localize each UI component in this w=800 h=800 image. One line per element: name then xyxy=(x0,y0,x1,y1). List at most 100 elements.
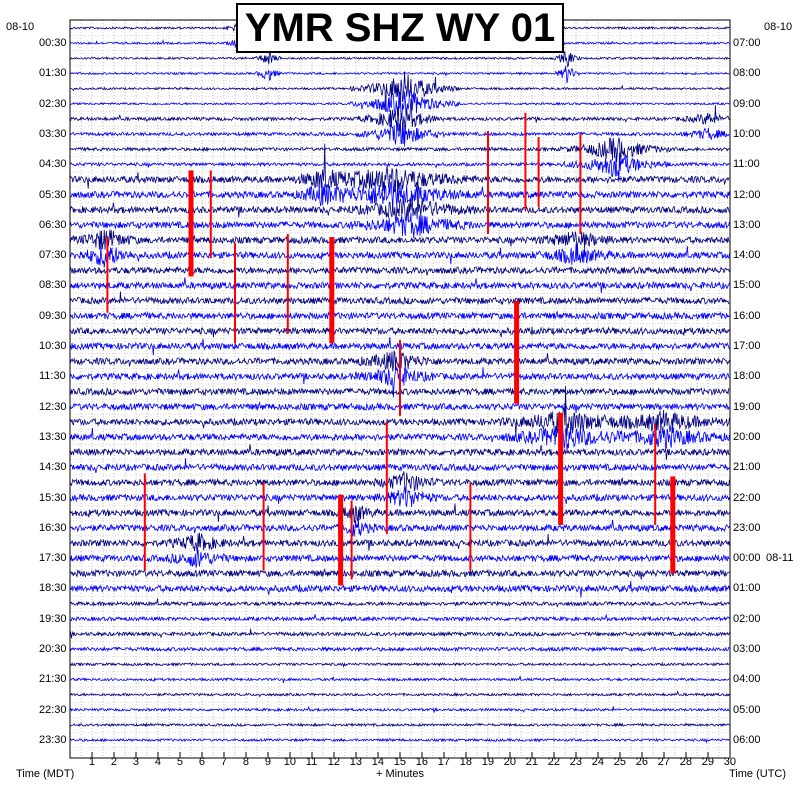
clip-marker xyxy=(524,112,527,210)
clip-marker xyxy=(143,473,146,571)
right-time-label: 20:00 xyxy=(733,430,761,443)
x-tick-label: 5 xyxy=(176,756,184,768)
trace-line xyxy=(69,503,730,523)
right-time-label: 06:00 xyxy=(733,733,761,746)
left-time-label: 09:30 xyxy=(39,309,67,322)
x-tick-label: 8 xyxy=(242,756,250,768)
x-tick-label: 7 xyxy=(220,756,228,768)
left-time-label: 17:30 xyxy=(39,552,67,565)
x-tick-label: 3 xyxy=(132,756,140,768)
left-time-label: 13:30 xyxy=(39,430,67,443)
clip-marker xyxy=(106,237,109,313)
x-tick-label: 25 xyxy=(613,756,627,768)
x-tick-label: 20 xyxy=(503,756,517,768)
x-tick-label: 29 xyxy=(701,756,715,768)
left-time-label: 01:30 xyxy=(39,67,67,80)
right-time-label: 05:00 xyxy=(733,703,761,716)
trace-line xyxy=(69,310,730,321)
trace-line xyxy=(69,229,730,252)
right-time-label: 14:00 xyxy=(733,249,761,262)
x-tick-label: 10 xyxy=(283,756,297,768)
x-tick-label: 16 xyxy=(415,756,429,768)
left-time-label: 23:30 xyxy=(39,733,67,746)
trace-line xyxy=(69,277,730,294)
trace-line xyxy=(69,518,730,537)
left-time-label: 02:30 xyxy=(39,97,67,110)
left-time-label: 18:30 xyxy=(39,582,67,595)
right-date-label: 08-10 xyxy=(764,21,793,33)
trace-line xyxy=(69,645,730,653)
right-time-label: 02:00 xyxy=(733,612,761,625)
left-time-label: 00:30 xyxy=(39,37,67,49)
left-time-label: 10:30 xyxy=(39,340,67,352)
x-tick-label: 27 xyxy=(657,756,671,768)
plot-grid xyxy=(70,20,730,758)
x-tick-label: 1 xyxy=(88,756,96,768)
trace-line xyxy=(69,71,730,112)
trace-line xyxy=(69,581,730,598)
right-time-label: 09:00 xyxy=(733,97,761,110)
x-tick-label: 22 xyxy=(547,756,561,768)
trace-line xyxy=(69,458,730,474)
trace-line xyxy=(69,532,730,555)
trace-line xyxy=(69,598,730,608)
trace-line xyxy=(69,423,730,452)
left-time-label: 07:30 xyxy=(39,249,67,262)
trace-line xyxy=(69,722,730,728)
clip-marker xyxy=(234,243,236,344)
right-time-label: 16:00 xyxy=(733,309,761,322)
left-time-label: 20:30 xyxy=(39,643,67,655)
right-time-label: 19:00 xyxy=(733,400,761,413)
left-time-label: 04:30 xyxy=(39,158,67,171)
trace-line xyxy=(69,661,730,669)
clip-marker xyxy=(654,424,657,525)
right-time-label: 07:00 xyxy=(733,37,761,49)
next-day-date-label: 08-11 xyxy=(766,552,794,565)
clip-marker xyxy=(399,340,401,416)
trace-line xyxy=(69,152,730,182)
trace-line xyxy=(69,137,730,163)
trace-line xyxy=(69,175,730,223)
trace-line xyxy=(69,613,730,623)
trace-line xyxy=(69,66,730,84)
trace-line xyxy=(69,291,730,306)
right-time-label: 10:00 xyxy=(733,127,761,140)
right-time-label: 18:00 xyxy=(733,370,761,383)
clip-marker xyxy=(514,300,520,404)
x-tick-label: 18 xyxy=(459,756,473,768)
right-time-label: 23:00 xyxy=(733,521,761,534)
trace-line xyxy=(69,567,730,580)
trace-line xyxy=(69,143,730,194)
right-time-label: 22:00 xyxy=(733,491,761,504)
left-time-label: 11:30 xyxy=(39,370,66,383)
clip-marker xyxy=(209,170,212,259)
right-time-label: 12:00 xyxy=(733,188,761,201)
right-time-label: 04:00 xyxy=(733,673,761,686)
chart-title: YMR SHZ WY 01 xyxy=(236,3,564,53)
left-time-label: 05:30 xyxy=(39,188,67,201)
right-time-label: 13:00 xyxy=(733,218,761,231)
right-time-label: 21:00 xyxy=(733,461,761,474)
trace-line xyxy=(69,265,730,276)
trace-line xyxy=(69,326,730,338)
x-tick-label: 30 xyxy=(723,756,737,768)
right-time-label: 03:00 xyxy=(733,643,761,655)
left-time-label: 15:30 xyxy=(39,491,67,504)
left-axis-label: Time (MDT) xyxy=(16,768,75,780)
left-time-label: 14:30 xyxy=(39,461,67,474)
trace-line xyxy=(69,244,730,268)
trace-line xyxy=(69,737,730,744)
right-time-label: 00:00 xyxy=(733,552,761,565)
trace-line xyxy=(69,119,730,147)
right-time-label: 01:00 xyxy=(733,582,761,595)
left-time-label: 19:30 xyxy=(39,612,67,625)
left-time-label: 06:30 xyxy=(39,218,67,231)
clip-marker xyxy=(350,500,353,580)
x-tick-label: 12 xyxy=(327,756,341,768)
x-tick-label: 14 xyxy=(371,756,385,768)
trace-line xyxy=(69,443,730,460)
right-time-label: 17:00 xyxy=(733,340,761,352)
x-tick-label: 21 xyxy=(525,756,539,768)
x-tick-label: 24 xyxy=(591,756,605,768)
